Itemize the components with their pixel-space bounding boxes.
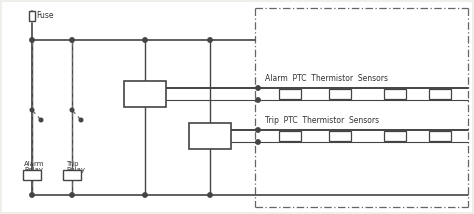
Bar	[29, 10, 35, 21]
Circle shape	[70, 38, 74, 42]
Text: Alarm: Alarm	[129, 86, 152, 95]
Bar	[124, 81, 166, 107]
Circle shape	[30, 193, 34, 197]
Text: TPR: TPR	[134, 92, 148, 101]
Bar	[329, 89, 351, 99]
Text: Alarm: Alarm	[24, 161, 45, 167]
Circle shape	[30, 38, 34, 42]
Circle shape	[256, 140, 260, 144]
Text: Relay: Relay	[66, 167, 85, 173]
Circle shape	[30, 108, 34, 112]
Bar	[429, 131, 451, 141]
Bar	[279, 131, 301, 141]
Circle shape	[256, 128, 260, 132]
Circle shape	[70, 193, 74, 197]
Circle shape	[39, 118, 43, 122]
Text: Relay: Relay	[24, 167, 43, 173]
Text: Trip  PTC  Thermistor  Sensors: Trip PTC Thermistor Sensors	[265, 116, 379, 125]
Circle shape	[256, 98, 260, 102]
Circle shape	[143, 193, 147, 197]
Text: Alarm  PTC  Thermistor  Sensors: Alarm PTC Thermistor Sensors	[265, 74, 388, 83]
Text: Trip: Trip	[199, 128, 213, 137]
Text: Trip: Trip	[66, 161, 79, 167]
Circle shape	[79, 118, 83, 122]
Bar	[279, 89, 301, 99]
Text: Fuse: Fuse	[36, 11, 54, 20]
Circle shape	[143, 38, 147, 42]
Bar	[384, 89, 406, 99]
Bar	[189, 123, 231, 149]
Text: TPR: TPR	[199, 134, 213, 143]
Bar	[429, 89, 451, 99]
Bar	[384, 131, 406, 141]
Circle shape	[256, 86, 260, 90]
Circle shape	[208, 38, 212, 42]
Circle shape	[208, 193, 212, 197]
Bar	[63, 170, 81, 180]
Circle shape	[70, 108, 74, 112]
Bar	[329, 131, 351, 141]
Bar	[23, 170, 41, 180]
